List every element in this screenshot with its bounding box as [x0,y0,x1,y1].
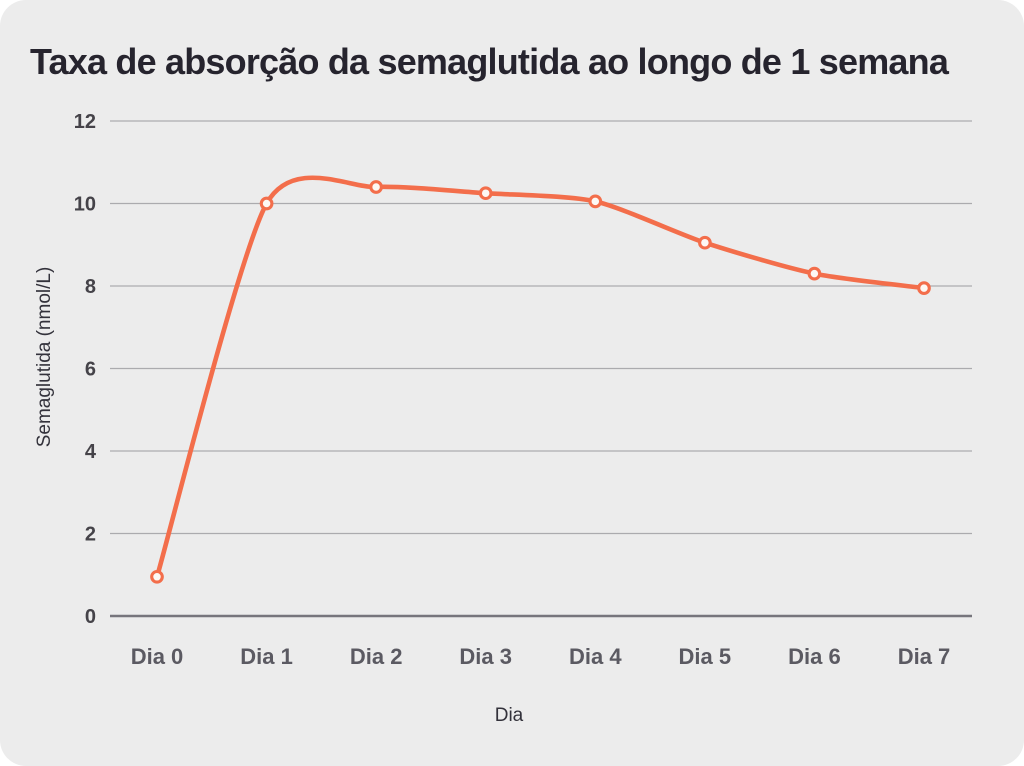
data-point-marker [259,196,274,211]
x-tick-label: Dia 1 [240,644,293,669]
y-axis-title: Semaglutida (nmol/L) [34,267,55,448]
x-tick-label: Dia 2 [350,644,403,669]
data-point-marker [369,180,383,194]
y-tick-label: 8 [85,276,96,298]
chart-title: Taxa de absorção da semaglutida ao longo… [30,41,949,82]
x-axis-title: Dia [495,705,524,726]
data-point-marker [917,281,931,295]
data-point-marker [150,569,164,584]
y-tick-label: 2 [85,524,96,546]
y-tick-label: 0 [85,606,96,628]
y-tick-label: 4 [85,441,97,463]
y-tick-labels: 0 2 4 6 8 10 12 [74,111,97,628]
data-point-marker [588,194,603,209]
data-point-marker [478,186,493,201]
data-point-marker [807,266,822,281]
x-tick-label: Dia 5 [679,644,732,669]
y-tick-label: 10 [74,194,96,216]
series-line [154,175,927,580]
data-point-marker [698,235,712,250]
x-tick-labels: Dia 0 Dia 1 Dia 2 Dia 3 Dia 4 Dia 5 Dia 6 Dia 7 [131,644,951,669]
gridlines [110,120,972,618]
x-tick-label: Dia 0 [131,644,184,669]
x-tick-label: Dia 7 [898,644,951,669]
data-point-markers [150,180,931,584]
x-tick-label: Dia 4 [569,644,622,669]
y-tick-label: 12 [74,111,96,133]
y-tick-label: 6 [85,359,96,381]
x-tick-label: Dia 3 [459,644,512,669]
x-tick-label: Dia 6 [788,644,841,669]
